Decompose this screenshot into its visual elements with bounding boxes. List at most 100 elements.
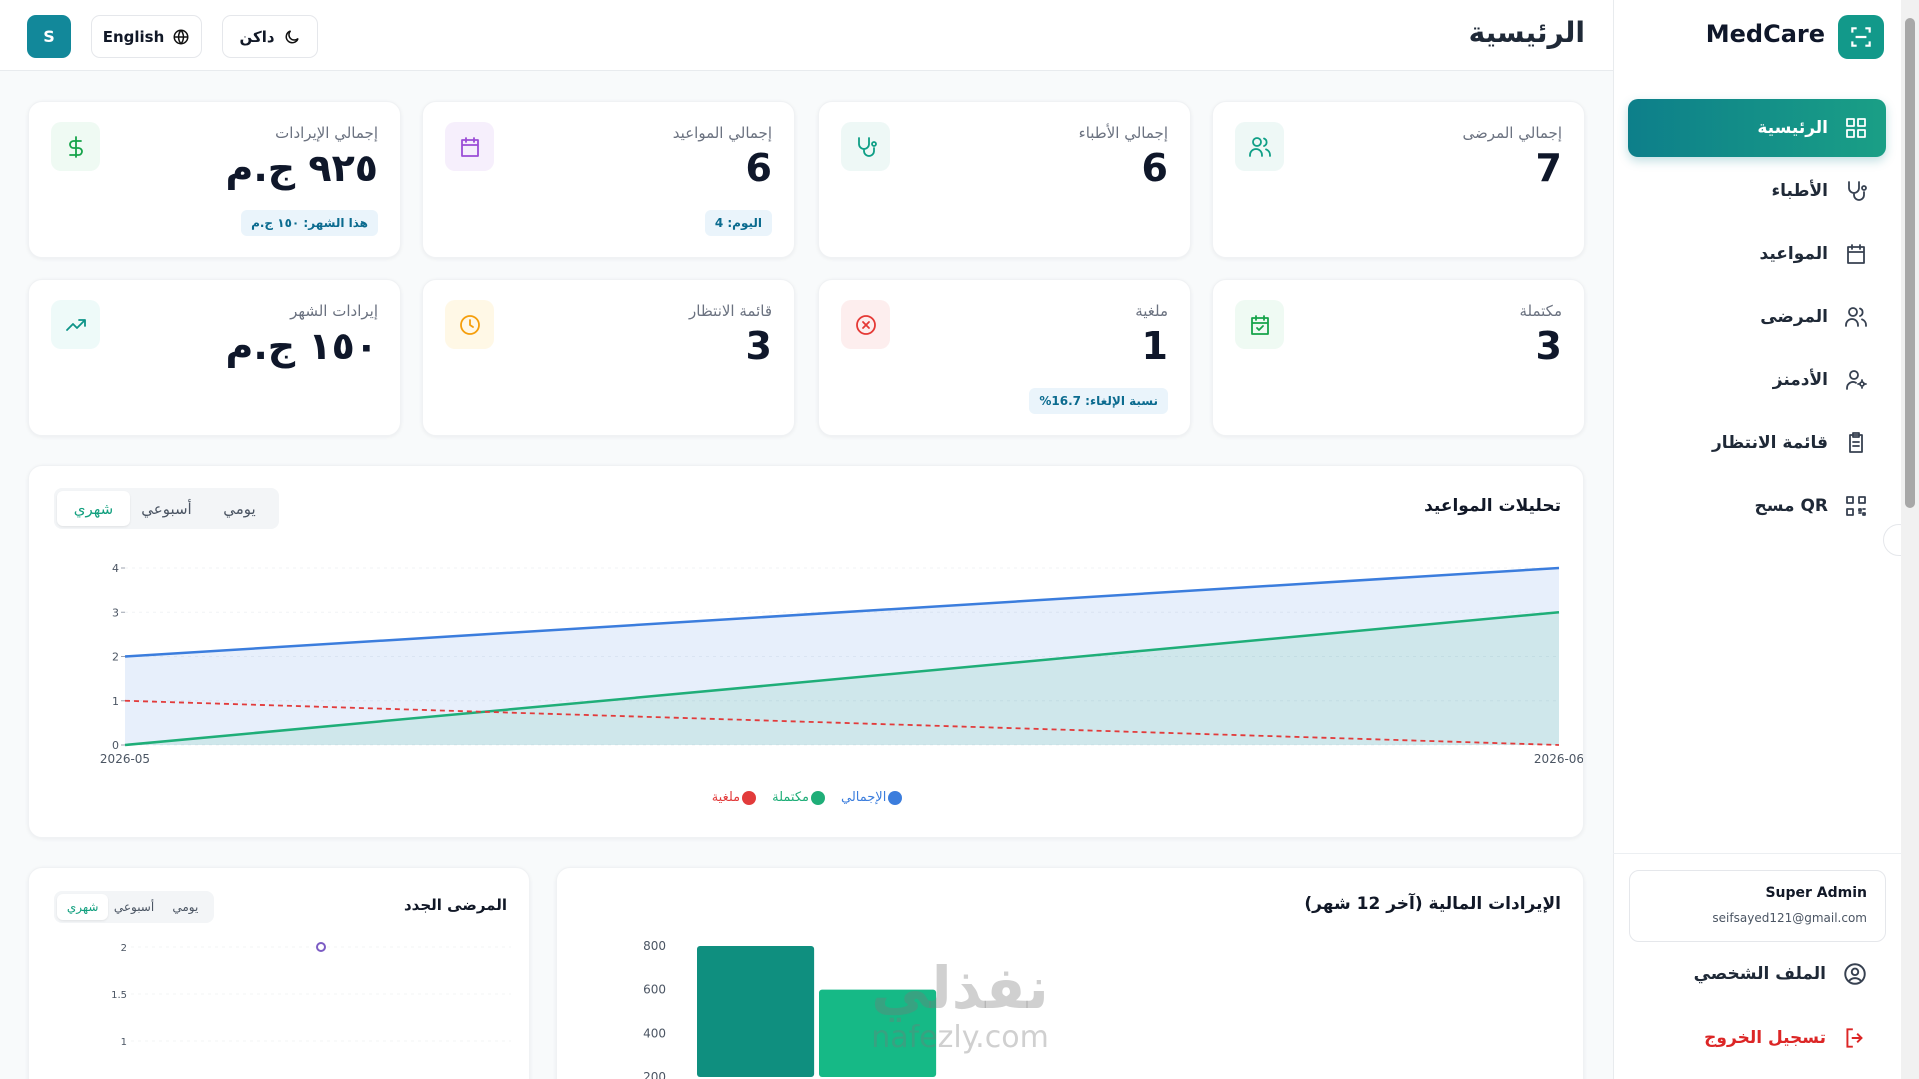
stat-card: إيرادات الشهر ١٥٠ ج.م <box>28 279 401 436</box>
icon <box>1845 307 1867 327</box>
legend-item[interactable]: الإجمالي <box>840 790 903 805</box>
stat-card: مكتملة 3 <box>1212 279 1585 436</box>
stat-icon <box>1235 122 1284 171</box>
y-tick-label: 3 <box>112 606 119 619</box>
bar <box>819 989 937 1077</box>
nav-item[interactable]: الرئيسية <box>1628 99 1886 157</box>
nav-label: الأطباء <box>1771 181 1828 201</box>
x-tick-label: 2026-06 <box>1534 752 1584 766</box>
chart-title: تحليلات المواعيد <box>1424 496 1561 516</box>
language-button[interactable]: English <box>91 15 202 58</box>
nav-item[interactable]: المواعيد <box>1628 225 1886 283</box>
y-tick-label: 600 <box>643 983 666 997</box>
stat-label: إجمالي الأطباء <box>1078 124 1168 142</box>
icon <box>1846 370 1867 390</box>
stat-value: 7 <box>1535 146 1562 190</box>
revenue-chart-card: الإيرادات المالية (آخر 12 شهر) 200 400 600 8… <box>556 867 1584 1079</box>
stat-value: 3 <box>1535 324 1562 368</box>
user-card: Super Admin seifsayed121@gmail.com <box>1629 870 1886 942</box>
stat-icon <box>51 300 100 349</box>
scrollbar-thumb[interactable] <box>1905 18 1915 508</box>
icon <box>1250 314 1269 335</box>
y-tick-label: 400 <box>643 1026 666 1040</box>
stat-icon <box>445 300 494 349</box>
series-area <box>125 568 1559 745</box>
legend-swatch <box>810 790 825 805</box>
y-tick-label: 0 <box>112 739 119 752</box>
stat-card: إجمالي المواعيد 6 اليوم: 4 <box>422 101 795 258</box>
y-tick-label: 1 <box>121 1037 127 1048</box>
icon <box>857 136 877 157</box>
stat-badge: هذا الشهر: ١٥٠ ج.م <box>241 210 378 236</box>
stat-label: إجمالي المرضى <box>1462 124 1562 142</box>
logo-icon <box>1851 27 1871 47</box>
logout-label: تسجيل الخروج <box>1704 1028 1826 1048</box>
nav-item[interactable]: الأدمنز <box>1628 351 1886 409</box>
bar <box>697 946 815 1077</box>
y-tick-label: 1.5 <box>111 990 127 1001</box>
theme-button[interactable]: داكن <box>222 15 318 58</box>
globe-icon <box>173 29 189 44</box>
nav-item[interactable]: الأطباء <box>1628 162 1886 220</box>
legend-label: ملغية <box>711 790 741 805</box>
plot: 11.52 <box>111 942 511 1048</box>
y-tick-label: 800 <box>643 939 666 953</box>
nav-item[interactable]: مسح QR <box>1628 477 1886 535</box>
chart-title: الإيرادات المالية (آخر 12 شهر) <box>1304 894 1561 914</box>
icon <box>1846 118 1866 138</box>
nav-label: الرئيسية <box>1757 118 1828 138</box>
legend-label: مكتملة <box>772 790 809 805</box>
chart-tab[interactable]: يومي <box>172 900 199 914</box>
nav-label: الأدمنز <box>1772 370 1828 390</box>
icon <box>1846 496 1866 516</box>
nav-label: مسح QR <box>1754 496 1828 516</box>
icon <box>68 135 83 158</box>
page-title: الرئيسية <box>1468 16 1585 49</box>
chart-tab[interactable]: شهري <box>57 491 130 526</box>
stat-icon <box>445 122 494 171</box>
user-name: Super Admin <box>1765 885 1867 901</box>
icon <box>460 136 479 157</box>
logout-link[interactable]: تسجيل الخروج <box>1628 1009 1886 1067</box>
stat-label: ملغية <box>1135 302 1168 320</box>
stat-value: 1 <box>1141 324 1168 368</box>
chart-tabs: يومي أسبوعي شهري <box>54 488 279 529</box>
chart-tab[interactable]: أسبوعي <box>141 499 192 518</box>
stat-badge: نسبة الإلغاء: 16.7% <box>1029 388 1168 414</box>
point <box>316 942 326 952</box>
nav-item[interactable]: قائمة الانتظار <box>1628 414 1886 472</box>
profile-link[interactable]: الملف الشخصي <box>1628 945 1886 1003</box>
y-tick-label: 1 <box>112 695 119 708</box>
icon <box>65 318 86 331</box>
divider <box>1613 853 1901 854</box>
chart-tab[interactable]: يومي <box>223 499 256 518</box>
stat-card: إجمالي الأطباء 6 <box>818 101 1191 258</box>
nav-label: قائمة الانتظار <box>1711 433 1828 453</box>
stat-value: 6 <box>1141 146 1168 190</box>
avatar[interactable]: S <box>27 15 71 58</box>
chart-title: المرضى الجدد <box>403 896 507 914</box>
stat-icon <box>841 300 890 349</box>
chart-tab[interactable]: أسبوعي <box>113 900 155 914</box>
chart-tab[interactable]: شهري <box>57 894 109 920</box>
icon <box>1248 136 1271 157</box>
plot: 200 400 600 800 <box>643 939 937 1079</box>
series-line <box>124 611 1560 747</box>
stat-value: ١٥٠ ج.م <box>225 324 379 368</box>
nav-item[interactable]: المرضى <box>1628 288 1886 346</box>
profile-icon <box>1844 963 1866 985</box>
series-line <box>124 566 1560 658</box>
legend-label: الإجمالي <box>840 790 887 805</box>
brand: MedCare <box>1705 20 1825 48</box>
stat-value: ٩٢٥ ج.م <box>225 146 379 190</box>
moon-icon <box>285 29 299 43</box>
x-tick-label: 2026-05 <box>100 752 150 766</box>
legend-item[interactable]: مكتملة <box>772 790 825 805</box>
theme-label: داكن <box>239 27 275 46</box>
icon <box>1849 432 1863 453</box>
icon <box>1847 244 1865 264</box>
legend-item[interactable]: ملغية <box>711 790 757 805</box>
stat-card: قائمة الانتظار 3 <box>422 279 795 436</box>
y-tick-label: 200 <box>643 1070 666 1079</box>
